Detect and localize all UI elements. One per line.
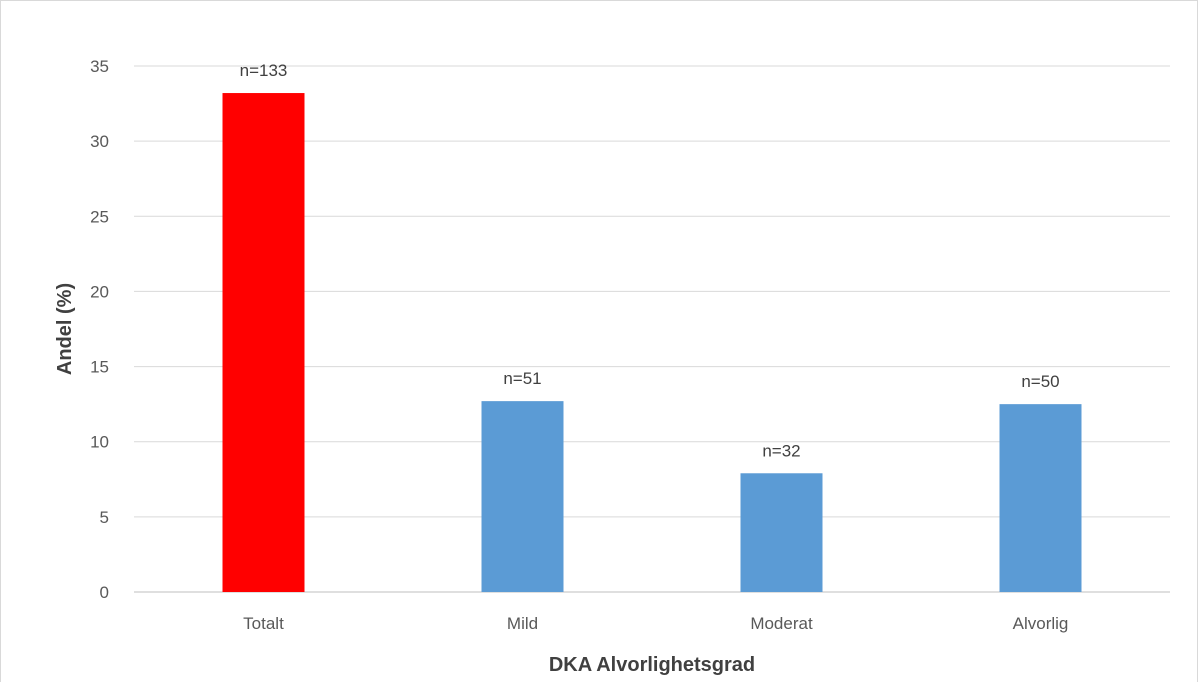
- y-tick-label: 25: [90, 207, 109, 226]
- y-axis-title: Andel (%): [54, 283, 76, 375]
- bar-moderat: [740, 473, 823, 592]
- y-tick-label: 10: [90, 433, 109, 452]
- y-tick-label: 20: [90, 282, 109, 301]
- y-tick-label: 35: [90, 57, 109, 76]
- x-tick-label: Alvorlig: [1013, 614, 1069, 633]
- y-tick-label: 0: [100, 583, 109, 602]
- x-axis-title: DKA Alvorlighetsgrad: [549, 654, 755, 676]
- bars: [222, 93, 1082, 593]
- data-label: n=133: [240, 61, 288, 80]
- bar-mild: [481, 401, 564, 592]
- x-tick-label: Mild: [507, 614, 538, 633]
- data-label: n=50: [1021, 372, 1059, 391]
- bar-totalt: [222, 93, 305, 593]
- bar-alvorlig: [999, 404, 1082, 592]
- gridlines: [134, 65, 1170, 593]
- data-label: n=51: [503, 369, 541, 388]
- y-tick-label: 15: [90, 358, 109, 377]
- x-tick-label: Totalt: [243, 614, 284, 633]
- data-labels: n=133 n=51 n=32 n=50: [240, 61, 1060, 460]
- data-label: n=32: [762, 441, 800, 460]
- y-tick-label: 30: [90, 132, 109, 151]
- y-tick-label: 5: [100, 508, 109, 527]
- y-axis-ticks: 0 5 10 15 20 25 30 35: [90, 57, 109, 602]
- x-axis-ticks: Totalt Mild Moderat Alvorlig: [243, 614, 1068, 633]
- x-tick-label: Moderat: [750, 614, 813, 633]
